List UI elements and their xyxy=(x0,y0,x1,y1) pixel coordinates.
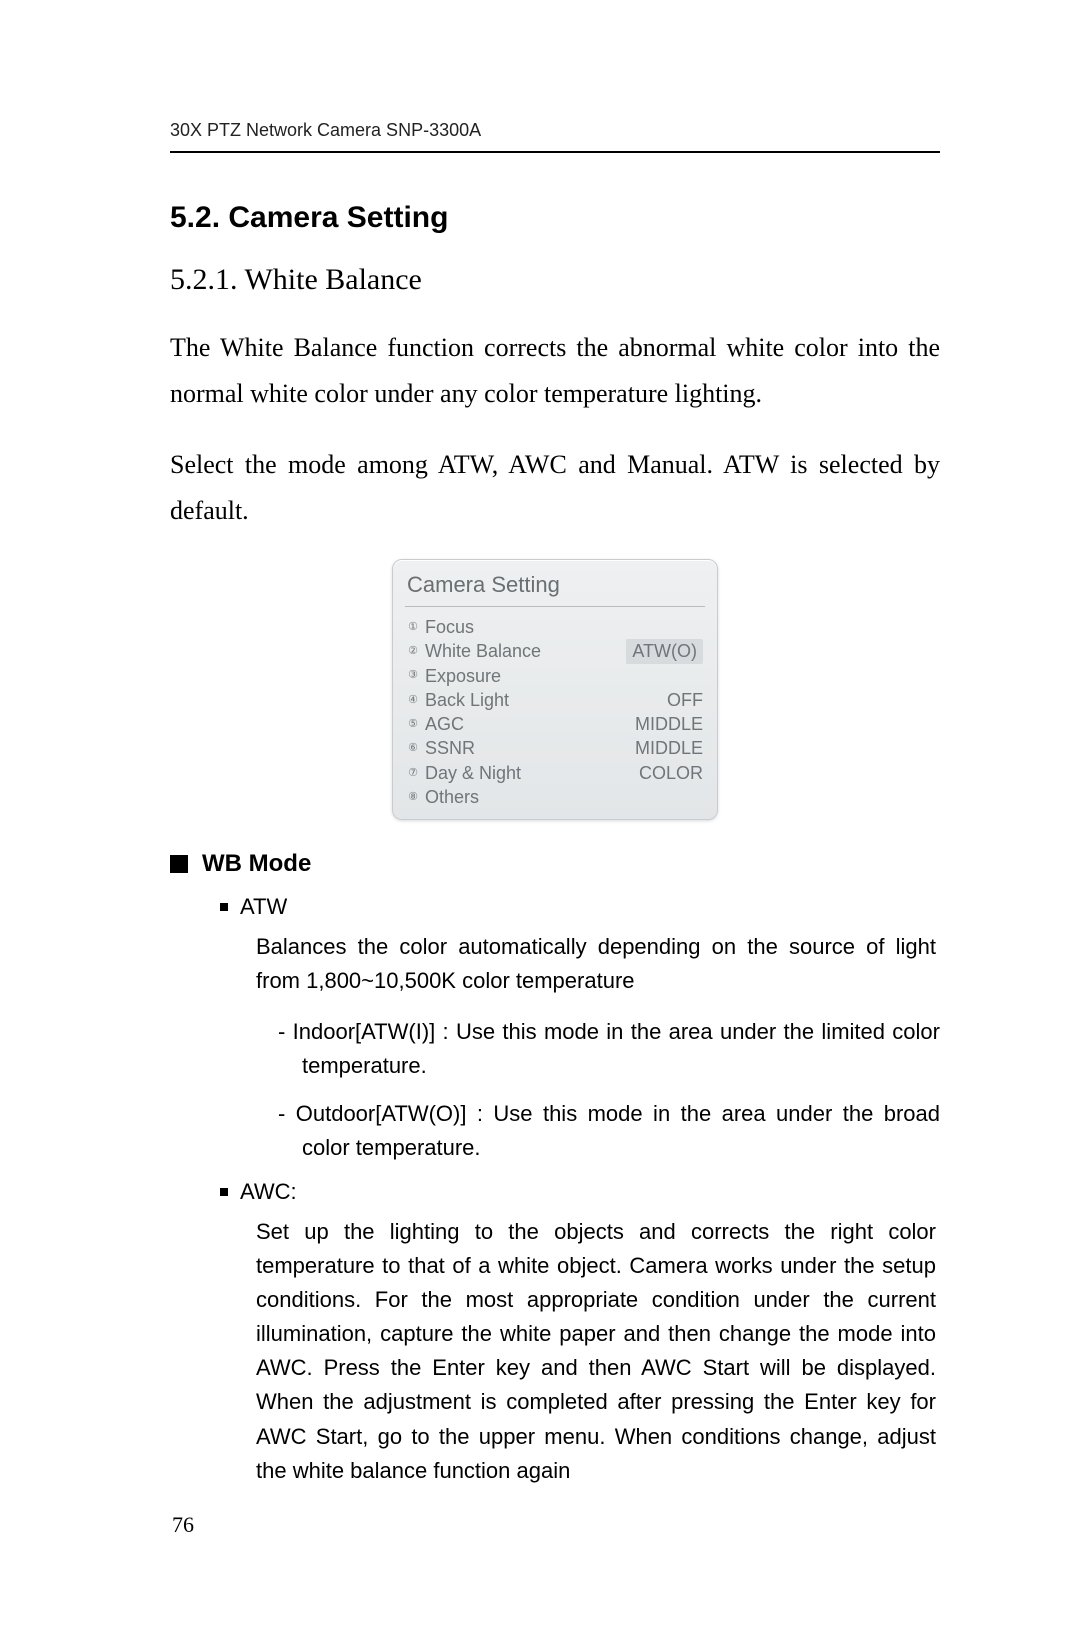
wb-mode-heading: WB Mode xyxy=(170,850,940,878)
panel-row-label: Exposure xyxy=(425,664,501,688)
heading-white-balance: 5.2.1. White Balance xyxy=(170,263,940,297)
page-number: 76 xyxy=(172,1512,194,1538)
panel-row: ⑥ SSNR MIDDLE xyxy=(405,736,705,760)
panel-row-label: SSNR xyxy=(425,736,475,760)
paragraph-intro-2: Select the mode among ATW, AWC and Manua… xyxy=(170,442,940,533)
panel-row: ① Focus xyxy=(405,615,705,639)
small-square-bullet-icon xyxy=(220,903,228,911)
panel-row-num: ① xyxy=(407,620,419,635)
atw-label: ATW xyxy=(240,894,287,920)
panel-row-label: White Balance xyxy=(425,639,541,663)
atw-heading: ATW xyxy=(220,894,940,920)
atw-indoor-text: Indoor[ATW(I)] : Use this mode in the ar… xyxy=(293,1019,940,1078)
panel-row: ⑧ Others xyxy=(405,785,705,809)
panel-row-label: Back Light xyxy=(425,688,509,712)
panel-row-label: Others xyxy=(425,785,479,809)
panel-row-label: Day & Night xyxy=(425,761,521,785)
panel-row-num: ⑥ xyxy=(407,741,419,756)
awc-heading: AWC: xyxy=(220,1179,940,1205)
panel-row: ⑦ Day & Night COLOR xyxy=(405,761,705,785)
atw-indoor-line: - Indoor[ATW(I)] : Use this mode in the … xyxy=(278,1015,940,1083)
panel-row-num: ⑦ xyxy=(407,766,419,781)
panel-row: ② White Balance ATW(O) xyxy=(405,639,705,663)
paragraph-intro-1: The White Balance function corrects the … xyxy=(170,325,940,416)
panel-row-num: ⑤ xyxy=(407,717,419,732)
atw-outdoor-line: - Outdoor[ATW(O)] : Use this mode in the… xyxy=(278,1097,940,1165)
panel-row: ③ Exposure xyxy=(405,664,705,688)
small-square-bullet-icon xyxy=(220,1188,228,1196)
wb-mode-heading-text: WB Mode xyxy=(202,850,311,878)
panel-title: Camera Setting xyxy=(405,570,705,607)
heading-camera-setting: 5.2. Camera Setting xyxy=(170,201,940,235)
page: 30X PTZ Network Camera SNP-3300A 5.2. Ca… xyxy=(0,0,1080,1643)
panel-row-value: OFF xyxy=(667,688,703,712)
awc-description: Set up the lighting to the objects and c… xyxy=(256,1215,936,1488)
panel-row-num: ③ xyxy=(407,668,419,683)
panel-row-value: ATW(O) xyxy=(626,639,703,663)
panel-row-value: COLOR xyxy=(639,761,703,785)
camera-setting-panel-wrap: Camera Setting ① Focus ② White Balance ATW(O… xyxy=(170,559,940,820)
running-header: 30X PTZ Network Camera SNP-3300A xyxy=(170,120,940,153)
square-bullet-icon xyxy=(170,855,188,873)
panel-row-value: MIDDLE xyxy=(635,736,703,760)
panel-row-label: Focus xyxy=(425,615,474,639)
atw-outdoor-text: Outdoor[ATW(O)] : Use this mode in the a… xyxy=(296,1101,940,1160)
panel-row-num: ⑧ xyxy=(407,790,419,805)
panel-row-num: ② xyxy=(407,644,419,659)
wb-mode-list: ATW Balances the color automatically dep… xyxy=(220,894,940,1487)
panel-row: ④ Back Light OFF xyxy=(405,688,705,712)
awc-label: AWC: xyxy=(240,1179,297,1205)
camera-setting-panel: Camera Setting ① Focus ② White Balance ATW(O… xyxy=(392,559,718,820)
atw-description: Balances the color automatically dependi… xyxy=(256,930,936,998)
panel-row-label: AGC xyxy=(425,712,464,736)
panel-row: ⑤ AGC MIDDLE xyxy=(405,712,705,736)
panel-row-num: ④ xyxy=(407,693,419,708)
panel-rows: ① Focus ② White Balance ATW(O) ③ Exposure ④ Back… xyxy=(405,615,705,809)
panel-row-value: MIDDLE xyxy=(635,712,703,736)
